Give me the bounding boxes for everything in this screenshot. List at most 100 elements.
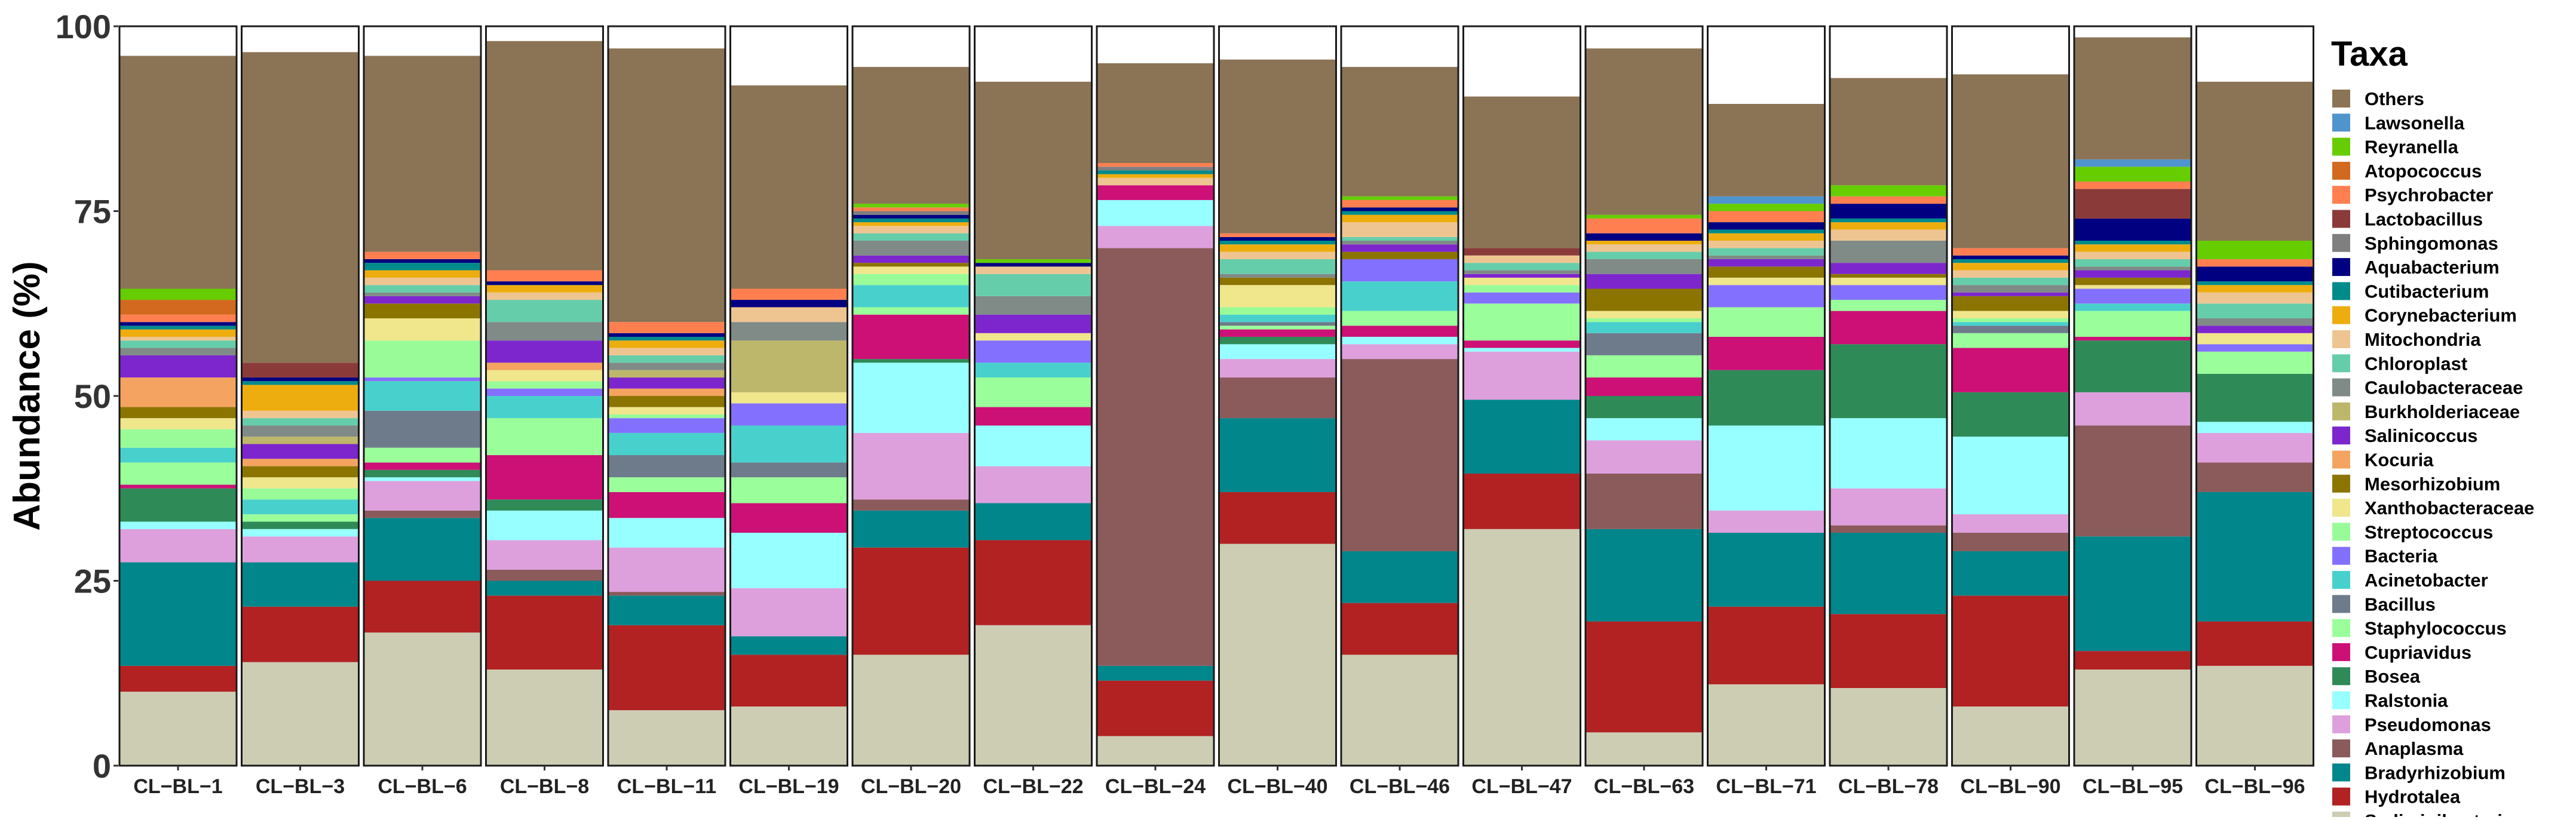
bar-segment — [2196, 81, 2314, 241]
bar-segment — [730, 706, 848, 766]
bar-segment — [2196, 292, 2314, 304]
bar-segment — [364, 447, 481, 463]
bar-segment — [974, 625, 1092, 766]
legend-item: Lawsonella — [2332, 112, 2465, 133]
bar-segment — [1707, 259, 1825, 267]
bar-segment — [2074, 167, 2191, 182]
y-axis: 0 25 50 75 100 — [56, 8, 118, 785]
bar-segment — [608, 432, 725, 456]
legend-swatch — [2332, 595, 2350, 613]
bar-segment — [1952, 296, 2069, 311]
legend-item: Bacteria — [2332, 546, 2438, 567]
legend-item: Pseudomonas — [2332, 714, 2491, 735]
bar-segment — [364, 381, 481, 411]
bar-segment — [974, 81, 1092, 259]
bar-segment — [1952, 74, 2069, 248]
bar-segment — [119, 447, 237, 463]
bar-segment — [608, 595, 725, 625]
legend-label: Lactobacillus — [2365, 209, 2483, 230]
legend-label: Bacillus — [2365, 594, 2436, 615]
y-tick-label: 0 — [93, 747, 111, 785]
bar-segment — [608, 418, 725, 433]
bar-segment — [1830, 185, 1947, 196]
bar-segment — [2196, 422, 2314, 433]
bar-segment — [1341, 251, 1458, 259]
bar-segment — [1952, 259, 2069, 263]
bar-segment — [1097, 185, 1214, 200]
x-tick-label: CL−BL−20 — [861, 775, 961, 798]
bar-segment — [241, 52, 359, 363]
bar-segment — [241, 536, 359, 563]
bar-segment — [364, 477, 481, 481]
bar-segment — [1219, 259, 1336, 274]
legend-label: Bosea — [2365, 666, 2421, 687]
legend-label: Hydrotalea — [2365, 787, 2461, 807]
bar-segment — [364, 296, 481, 304]
bar-segment — [2196, 281, 2314, 285]
legend-swatch — [2332, 330, 2350, 348]
bar-segment — [1341, 359, 1458, 551]
bar-segment — [1586, 333, 1703, 355]
bar-segment — [1952, 333, 2069, 348]
bar-segment — [486, 285, 603, 293]
bar-segment — [1952, 255, 2069, 259]
y-axis-label: Abundance (%) — [7, 261, 48, 530]
bar-segment — [1830, 78, 1947, 186]
bar-segment — [852, 499, 970, 511]
bar-segment — [608, 547, 725, 592]
bar-segment — [2074, 259, 2191, 267]
bar-segment — [730, 403, 848, 426]
bar-segment — [486, 540, 603, 570]
bar-segment — [1707, 222, 1825, 230]
bar-segment — [364, 510, 481, 518]
bar-segment — [1707, 370, 1825, 426]
bar-segment — [852, 359, 970, 363]
bar-segment — [608, 322, 725, 333]
bar-segment — [119, 314, 237, 323]
bar-segment — [1097, 226, 1214, 248]
legend-swatch — [2332, 90, 2350, 108]
bar-segment — [1341, 281, 1458, 311]
legend-item: Bosea — [2332, 666, 2421, 687]
legend-item: Chloroplast — [2332, 353, 2467, 374]
legend-item: Staphylococcus — [2332, 618, 2507, 639]
bar-segment — [852, 233, 970, 241]
bar-segment — [364, 410, 481, 448]
legend-label: Caulobacteraceae — [2365, 377, 2523, 398]
bar-segment — [364, 56, 481, 252]
bar-segment — [1952, 322, 2069, 326]
legend-label: Cutibacterium — [2365, 281, 2489, 302]
bar-segment — [974, 340, 1092, 363]
x-tick-label: CL−BL−24 — [1105, 775, 1206, 798]
bar-stack — [729, 25, 848, 767]
bar-segment — [1219, 336, 1336, 345]
bar-segment — [241, 418, 359, 426]
bar-segment — [1952, 533, 2069, 551]
bar-segment — [730, 655, 848, 707]
legend-swatch — [2332, 691, 2350, 710]
legend-label: Others — [2365, 88, 2424, 109]
bar-segment — [1707, 248, 1825, 256]
bar-segment — [1830, 222, 1947, 230]
bar-segment — [2074, 251, 2191, 259]
bar-segment — [974, 274, 1092, 296]
y-tick-label: 50 — [74, 377, 111, 415]
bar-segment — [364, 377, 481, 382]
bar-segment — [241, 381, 359, 385]
bar-segment — [1586, 318, 1703, 323]
bar-segment — [119, 336, 237, 341]
bar-segment — [608, 377, 725, 389]
bar-segment — [1707, 233, 1825, 241]
bar-segment — [608, 407, 725, 414]
bar-segment — [2074, 425, 2191, 537]
bar-segment — [1952, 263, 2069, 271]
bar-segment — [119, 462, 237, 485]
bar-segment — [2196, 241, 2314, 259]
bar-stack — [1340, 25, 1459, 767]
bar-segment — [486, 300, 603, 323]
legend-swatch — [2332, 546, 2350, 565]
bar-segment — [119, 355, 237, 378]
bar-segment — [1707, 266, 1825, 278]
bar-segment — [241, 477, 359, 489]
